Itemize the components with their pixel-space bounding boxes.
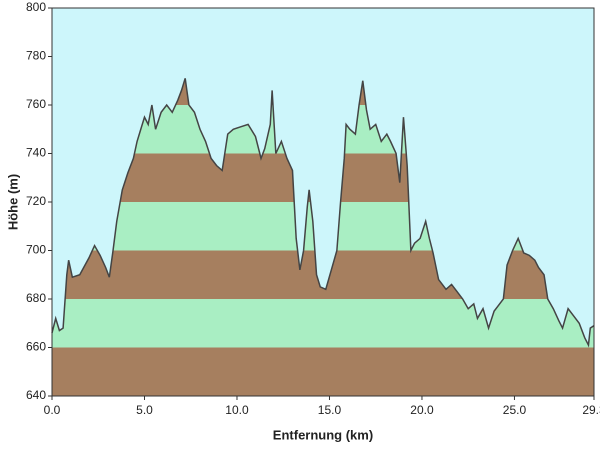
y-tick-label: 780 [26,49,46,63]
x-tick-label: 5.0 [136,403,153,417]
x-tick-label: 29.3 [582,403,600,417]
y-tick-label: 640 [26,388,46,402]
profile-line [51,78,595,348]
x-axis-title: Entfernung (km) [273,427,373,442]
x-tick-label: 10.0 [225,403,249,417]
y-axis-title: Höhe (m) [5,174,20,230]
x-tick-label: 15.0 [318,403,342,417]
y-tick-label: 800 [26,0,46,14]
y-tick-label: 740 [26,146,46,160]
y-tick-label: 700 [26,243,46,257]
y-tick-label: 720 [26,194,46,208]
x-tick-label: 20.0 [410,403,434,417]
x-tick-label: 0.0 [44,403,61,417]
y-tick-label: 760 [26,97,46,111]
band [52,347,594,396]
y-tick-label: 680 [26,291,46,305]
x-tick-label: 25.0 [503,403,527,417]
y-tick-label: 660 [26,340,46,354]
band [52,299,594,348]
